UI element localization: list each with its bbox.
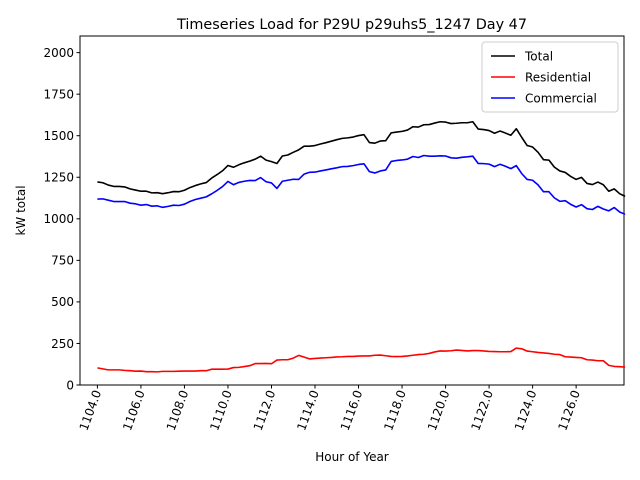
legend-box xyxy=(481,41,619,113)
legend: Total Residential Commercial xyxy=(481,41,619,113)
series-lines xyxy=(97,120,626,373)
y-tick-label: 1750 xyxy=(43,87,74,101)
chart-title: Timeseries Load for P29U p29uhs5_1247 Da… xyxy=(176,17,527,33)
legend-label-total: Total xyxy=(524,49,553,63)
y-axis-label: kW total xyxy=(14,185,28,235)
y-tick-label: 250 xyxy=(51,337,74,351)
series-line-residential xyxy=(97,347,626,373)
legend-label-commercial: Commercial xyxy=(525,91,597,105)
y-tick-label: 1000 xyxy=(43,212,74,226)
y-tick-label: 1250 xyxy=(43,171,74,185)
series-line-total xyxy=(97,120,626,198)
x-axis-label: Hour of Year xyxy=(315,450,389,464)
y-tick-label: 1500 xyxy=(43,129,74,143)
y-axis: 0 250 500 750 1000 1250 1500 1750 2000 xyxy=(43,46,80,392)
legend-label-residential: Residential xyxy=(525,70,591,84)
y-tick-label: 500 xyxy=(51,295,74,309)
y-tick-label: 2000 xyxy=(43,46,74,60)
y-tick-label: 750 xyxy=(51,254,74,268)
series-line-commercial xyxy=(97,154,626,216)
y-tick-label: 0 xyxy=(66,378,74,392)
